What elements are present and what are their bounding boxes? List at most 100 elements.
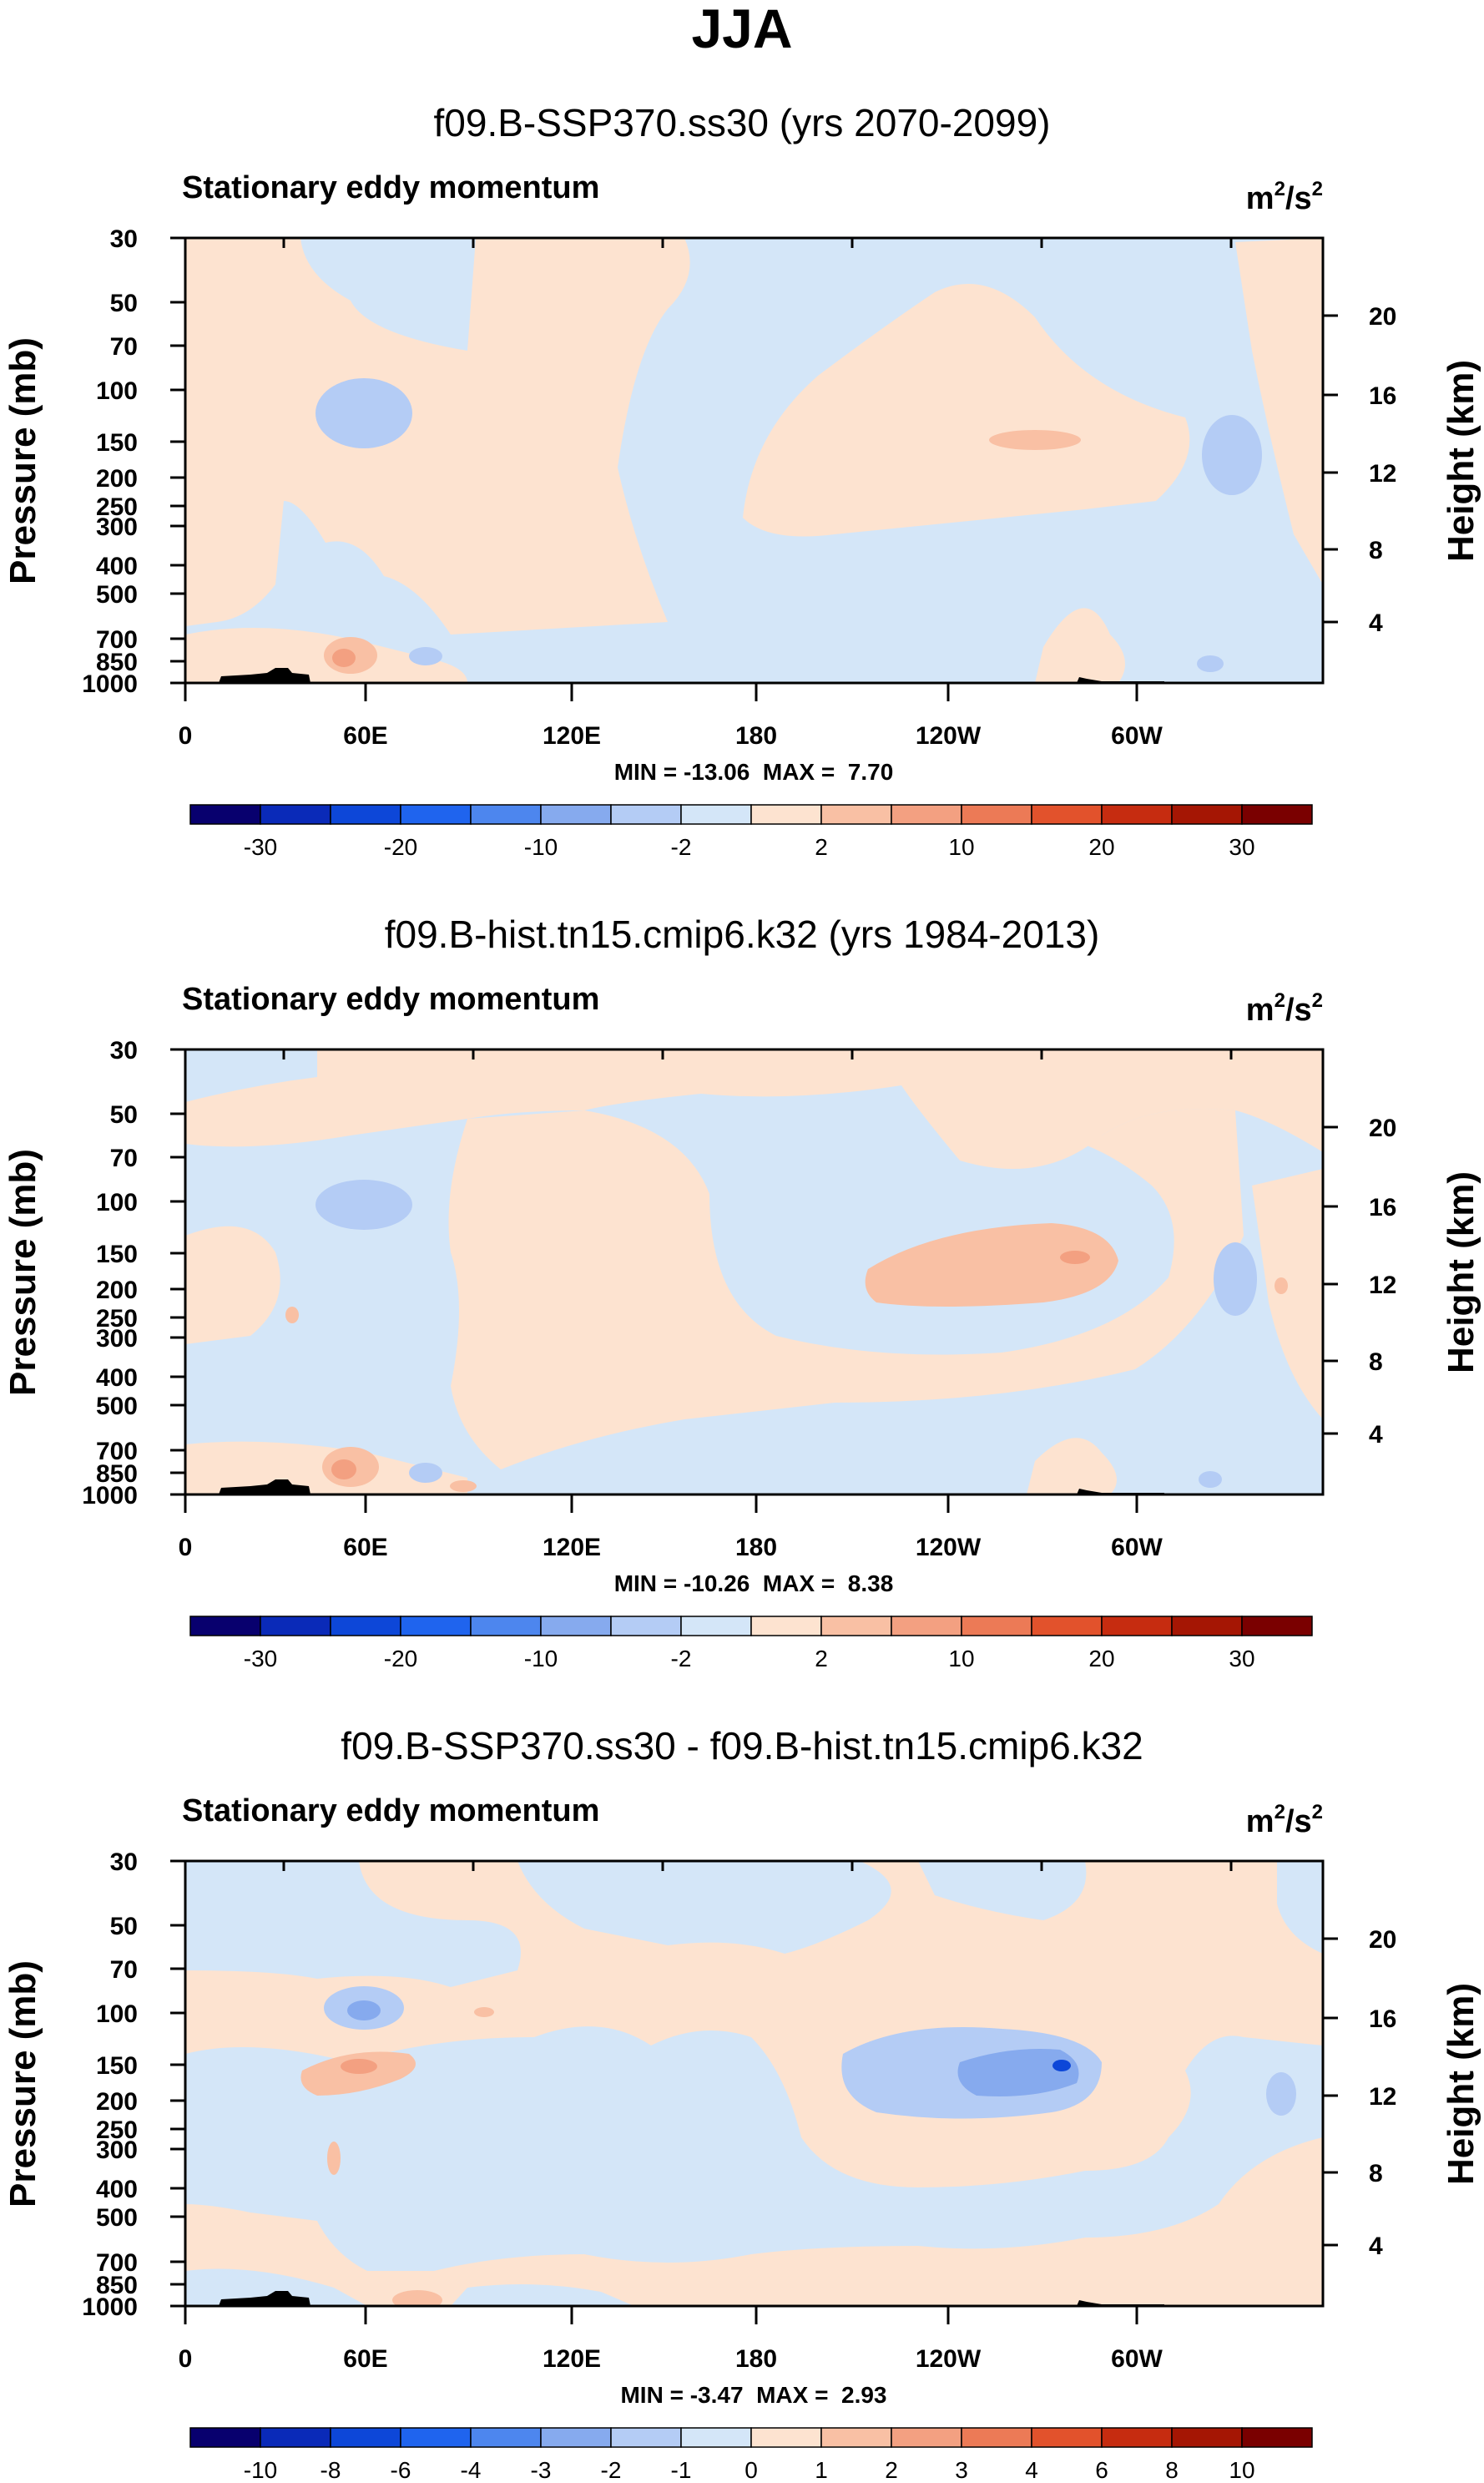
svg-text:180: 180	[735, 1534, 777, 1561]
colorbar-swatch	[610, 1616, 682, 1636]
panel-3: f09.B-SSP370.ss30 - f09.B-hist.tn15.cmip…	[3, 1724, 1481, 2483]
colorbar-swatch	[1031, 804, 1103, 825]
contour-positive	[185, 1226, 280, 1344]
contour-positive	[1027, 1438, 1117, 1494]
colorbar-swatch	[540, 2427, 612, 2448]
y2-axis: 20 16 12 8 4	[1323, 1115, 1396, 1449]
units-label: m2/s2	[1246, 1801, 1323, 1839]
colorbar-label: 1	[815, 2457, 828, 2483]
panel-2: f09.B-hist.tn15.cmip6.k32 (yrs 1984-2013…	[3, 913, 1481, 1671]
topography	[1077, 2300, 1164, 2306]
svg-text:150: 150	[96, 2052, 138, 2080]
x-tick: 180	[735, 1494, 777, 1561]
svg-text:500: 500	[96, 581, 138, 609]
svg-text:250: 250	[96, 1305, 138, 1333]
y2-tick: 8	[1323, 537, 1383, 564]
colorbar-swatch	[891, 2427, 962, 2448]
colorbar-label: -2	[671, 1646, 692, 1671]
svg-text:300: 300	[96, 2137, 138, 2164]
contour-positive	[331, 1459, 356, 1479]
y2-axis-label: Height (km)	[1441, 1983, 1481, 2185]
contour-negative	[315, 378, 412, 448]
colorbar-swatch	[680, 1616, 752, 1636]
svg-text:60E: 60E	[343, 2345, 387, 2373]
topography	[1077, 677, 1164, 683]
contour-field	[185, 1049, 1323, 1494]
colorbar-swatch	[1031, 2427, 1103, 2448]
svg-text:100: 100	[96, 1189, 138, 1216]
y-axis-label: Pressure (mb)	[3, 337, 43, 584]
x-tick: 120W	[916, 1494, 982, 1561]
svg-text:250: 250	[96, 2116, 138, 2144]
topography	[219, 2291, 310, 2306]
contour-negative	[1199, 1471, 1222, 1488]
colorbar-label: -2	[601, 2457, 622, 2483]
svg-text:150: 150	[96, 1241, 138, 1268]
colorbar-label: 30	[1229, 1646, 1254, 1671]
colorbar-label: -3	[531, 2457, 552, 2483]
top-ticks	[282, 1861, 1233, 1871]
svg-text:180: 180	[735, 2345, 777, 2373]
y-tick: 150	[96, 1241, 185, 1268]
colorbar-label: -2	[671, 834, 692, 860]
colorbar-label: -10	[524, 1646, 558, 1671]
colorbar-swatch	[260, 1616, 331, 1636]
y-tick: 200	[96, 465, 185, 493]
colorbar: -30 -20 -10 -2 2 10 20 30	[189, 1616, 1313, 1671]
colorbar-label: -6	[391, 2457, 411, 2483]
contour-field	[185, 1861, 1323, 2306]
svg-text:4: 4	[1369, 609, 1383, 637]
svg-text:400: 400	[96, 1364, 138, 1392]
y2-axis-label: Height (km)	[1441, 360, 1481, 562]
colorbar-label: 2	[815, 834, 828, 860]
x-tick: 60W	[1111, 2306, 1163, 2373]
colorbar-label: -20	[384, 834, 417, 860]
colorbar-swatch	[400, 2427, 472, 2448]
y-tick: 500	[96, 581, 185, 609]
y2-tick: 8	[1323, 2160, 1383, 2187]
contour-positive	[327, 2142, 341, 2175]
y-tick: 850	[96, 2272, 185, 2299]
contour-positive	[450, 1480, 477, 1492]
plot-frame	[184, 1048, 1325, 1496]
svg-text:16: 16	[1369, 1194, 1396, 1221]
svg-text:60W: 60W	[1111, 2345, 1163, 2373]
colorbar-swatch	[961, 1616, 1032, 1636]
y-tick: 70	[110, 333, 185, 361]
colorbar-swatch	[610, 2427, 682, 2448]
svg-text:50: 50	[110, 1913, 138, 1940]
x-tick: 0	[179, 683, 192, 750]
contour-negative	[315, 1180, 412, 1230]
svg-text:250: 250	[96, 493, 138, 521]
colorbar-swatch	[750, 804, 822, 825]
colorbar-swatch	[400, 1616, 472, 1636]
colorbar-swatch	[330, 804, 401, 825]
y-axis: 30 50 70 100 150 200 250 300 400 500 700…	[82, 1848, 185, 2321]
x-tick: 60E	[343, 1494, 388, 1561]
svg-text:150: 150	[96, 429, 138, 457]
x-tick: 120E	[543, 1494, 601, 1561]
colorbar-label: -20	[384, 1646, 417, 1671]
panel-subtitle: Stationary eddy momentum	[182, 982, 599, 1017]
y-tick: 1000	[82, 2293, 185, 2321]
svg-text:30: 30	[110, 1037, 138, 1065]
y-tick: 850	[96, 1460, 185, 1488]
svg-text:60W: 60W	[1111, 1534, 1163, 1561]
svg-text:180: 180	[735, 722, 777, 750]
y-tick: 30	[110, 1848, 185, 1876]
svg-text:50: 50	[110, 290, 138, 317]
svg-text:30: 30	[110, 225, 138, 253]
colorbar-swatch	[750, 1616, 822, 1636]
svg-text:4: 4	[1369, 1421, 1383, 1449]
contour-negative	[185, 2026, 1323, 2271]
topography	[219, 1479, 310, 1494]
contour-positive	[448, 1109, 1244, 1469]
colorbar-label: -4	[461, 2457, 482, 2483]
contour-positive	[865, 1223, 1118, 1307]
svg-text:400: 400	[96, 2176, 138, 2203]
colorbar-label: 2	[885, 2457, 898, 2483]
svg-text:1000: 1000	[82, 1482, 138, 1510]
y2-axis: 20 16 12 8 4	[1323, 1926, 1396, 2260]
colorbar-swatch	[1101, 2427, 1173, 2448]
y-tick: 250	[96, 1305, 185, 1333]
